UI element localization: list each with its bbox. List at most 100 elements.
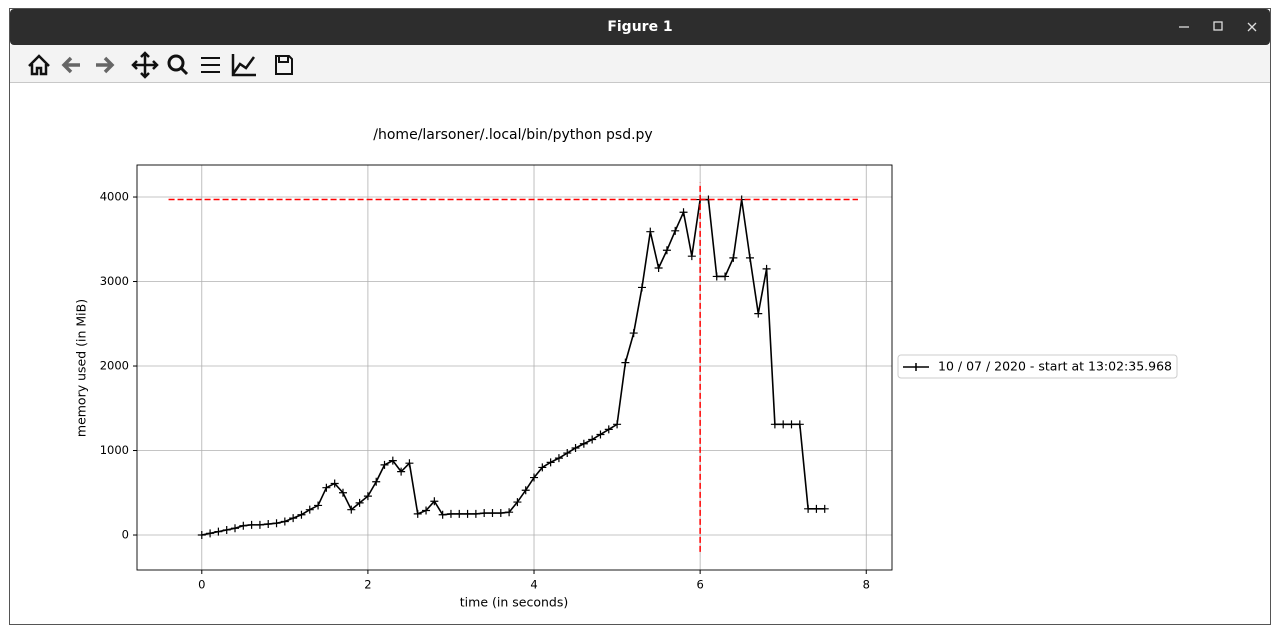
point-marker: [380, 460, 389, 469]
point-marker: [762, 264, 771, 273]
y-axis-label: memory used (in MiB): [74, 299, 89, 437]
point-marker: [297, 510, 306, 519]
edit-axes-button[interactable]: [231, 54, 256, 77]
point-marker: [613, 420, 622, 429]
point-marker: [596, 430, 605, 439]
point-marker: [779, 420, 788, 429]
point-marker: [314, 501, 323, 510]
plot-frame: [136, 164, 893, 571]
point-marker: [488, 509, 497, 518]
pan-button[interactable]: [131, 51, 159, 79]
point-marker: [654, 264, 663, 273]
point-marker: [280, 517, 289, 526]
point-marker: [629, 329, 638, 338]
point-marker: [795, 420, 804, 429]
chart-title: /home/larsoner/.local/bin/python psd.py: [373, 127, 652, 143]
point-marker: [405, 459, 414, 468]
point-marker: [588, 435, 597, 444]
forward-button[interactable]: [96, 56, 115, 74]
point-marker: [388, 456, 397, 465]
point-marker: [322, 483, 331, 492]
point-marker: [621, 358, 630, 367]
point-marker: [463, 509, 472, 518]
zoom-button[interactable]: [167, 54, 189, 76]
window-frame: [9, 8, 1271, 625]
point-marker: [646, 227, 655, 236]
point-marker: [446, 509, 455, 518]
point-marker: [272, 519, 281, 528]
y-tick-label: 2000: [100, 359, 129, 373]
point-marker: [347, 505, 356, 514]
x-tick-label: 8: [863, 578, 870, 592]
point-marker: [255, 520, 264, 529]
close-button[interactable]: [1247, 22, 1257, 32]
point-marker: [662, 246, 671, 255]
point-marker: [496, 509, 505, 518]
window-title: Figure 1: [607, 19, 672, 35]
point-marker: [546, 458, 555, 467]
point-marker: [604, 425, 613, 434]
point-marker: [754, 309, 763, 318]
legend-box: [897, 354, 1178, 379]
toolbar: [10, 45, 1270, 82]
y-tick-label: 0: [122, 528, 129, 542]
point-marker: [338, 488, 347, 497]
point-marker: [671, 226, 680, 235]
point-marker: [422, 506, 431, 515]
y-tick-label: 3000: [100, 274, 129, 288]
point-marker: [804, 504, 813, 513]
back-button[interactable]: [61, 56, 80, 74]
x-tick-label: 2: [364, 578, 371, 592]
point-marker: [264, 520, 273, 529]
point-marker: [820, 504, 829, 513]
x-axis-label: time (in seconds): [460, 595, 568, 610]
x-tick-label: 4: [530, 578, 537, 592]
x-tick-label: 6: [696, 578, 703, 592]
point-marker: [637, 283, 646, 292]
point-marker: [222, 525, 231, 534]
point-marker: [579, 439, 588, 448]
point-marker: [530, 473, 539, 482]
y-tick-label: 4000: [100, 190, 129, 204]
point-marker: [330, 479, 339, 488]
point-marker: [563, 449, 572, 458]
point-marker: [745, 253, 754, 262]
data-line: [201, 198, 825, 536]
legend-swatch: [903, 363, 929, 371]
point-marker: [480, 509, 489, 518]
maximize-button[interactable]: [1213, 21, 1223, 31]
point-marker: [571, 443, 580, 452]
point-marker: [247, 520, 256, 529]
point-marker: [289, 514, 298, 523]
point-marker: [455, 509, 464, 518]
point-marker: [721, 272, 730, 281]
legend-label: 10 / 07 / 2020 - start at 13:02:35.968: [938, 359, 1172, 374]
home-button[interactable]: [28, 54, 50, 76]
point-marker: [197, 531, 206, 540]
save-button[interactable]: [275, 55, 293, 75]
point-marker: [372, 477, 381, 486]
point-marker: [231, 524, 240, 533]
point-marker: [239, 521, 248, 530]
point-marker: [363, 492, 372, 501]
point-marker: [430, 497, 439, 506]
y-tick-label: 1000: [100, 443, 129, 457]
point-marker: [206, 529, 215, 538]
title-bar: [10, 9, 1270, 45]
point-marker: [679, 208, 688, 217]
point-marker: [812, 504, 821, 513]
point-marker: [687, 252, 696, 261]
point-marker: [770, 420, 779, 429]
point-marker: [554, 454, 563, 463]
point-marker: [438, 510, 447, 519]
x-tick-label: 0: [198, 578, 205, 592]
point-marker: [513, 498, 522, 507]
point-marker: [413, 509, 422, 518]
point-marker: [521, 486, 530, 495]
point-marker: [729, 253, 738, 262]
point-marker: [214, 527, 223, 536]
configure-button[interactable]: [201, 57, 220, 73]
point-marker: [355, 498, 364, 507]
point-marker: [505, 508, 514, 517]
